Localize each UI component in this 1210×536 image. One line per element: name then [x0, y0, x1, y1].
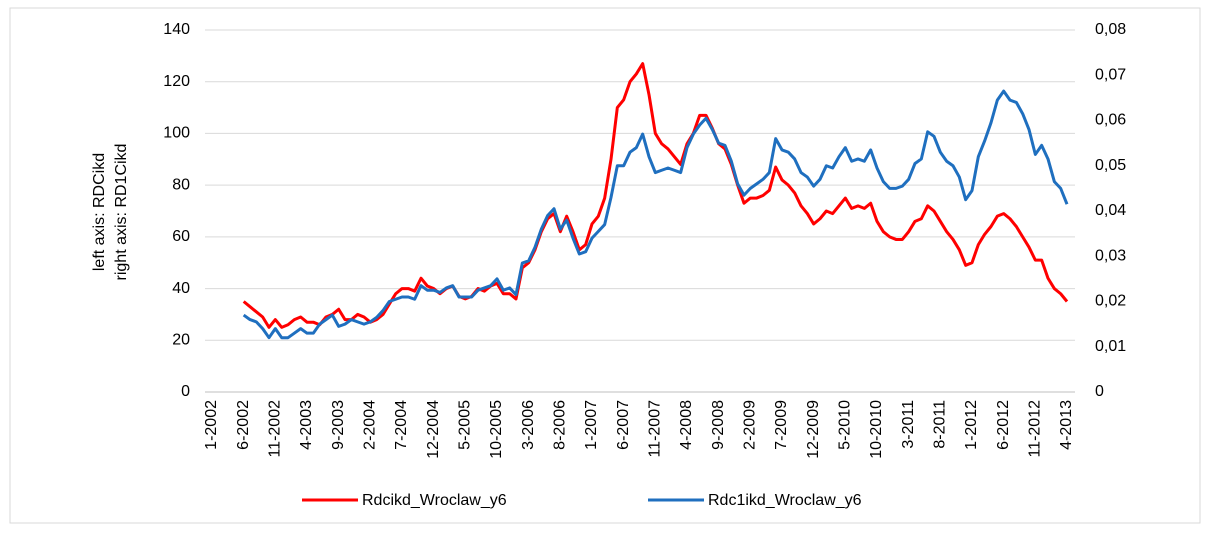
x-tick-label: 6-2007	[615, 400, 632, 450]
x-tick-label: 3-2006	[520, 400, 537, 450]
data-line	[242, 62, 1069, 329]
y2-axis-title: right axis: RD1Cikd	[113, 144, 130, 281]
x-tick-label: 3-2011	[900, 400, 917, 449]
data-line	[242, 89, 1069, 340]
x-tick-label: 12-2004	[425, 400, 442, 459]
y-tick-label: 80	[172, 176, 190, 193]
x-tick-label: 11-2012	[1027, 400, 1044, 458]
x-tick-label: 1-2002	[203, 400, 220, 450]
x-tick-label: 7-2004	[393, 400, 410, 450]
legend-label: Rdc1ikd_Wroclaw_y6	[708, 492, 862, 509]
x-tick-label: 4-2003	[298, 400, 315, 450]
y-axis-title: left axis: RDCikd	[91, 153, 108, 271]
y2-tick-label: 0,03	[1095, 247, 1126, 264]
x-tick-label: 1-2012	[963, 400, 980, 450]
legend-label: Rdcikd_Wroclaw_y6	[362, 492, 507, 509]
y2-tick-label: 0,01	[1095, 338, 1126, 355]
x-tick-label: 4-2013	[1058, 400, 1075, 450]
x-tick-label: 11-2007	[647, 400, 664, 458]
y-tick-label: 120	[163, 73, 190, 90]
x-tick-label: 1-2007	[583, 400, 600, 450]
y-tick-label: 40	[172, 280, 190, 297]
y2-tick-label: 0	[1095, 383, 1104, 400]
y-tick-label: 100	[163, 125, 190, 142]
y-tick-label: 60	[172, 228, 190, 245]
y2-tick-label: 0,08	[1095, 21, 1126, 38]
x-tick-label: 9-2003	[330, 400, 347, 450]
x-tick-label: 4-2008	[678, 400, 695, 450]
x-tick-label: 2-2004	[362, 400, 379, 450]
x-tick-label: 10-2005	[488, 400, 505, 459]
x-tick-label: 8-2006	[552, 400, 569, 450]
x-tick-label: 9-2008	[710, 400, 727, 450]
x-tick-label: 11-2002	[267, 400, 284, 458]
y2-tick-label: 0,06	[1095, 112, 1126, 129]
x-tick-label: 8-2011	[932, 400, 949, 449]
y-tick-label: 20	[172, 332, 190, 349]
x-tick-label: 12-2009	[805, 400, 822, 459]
x-tick-label: 2-2009	[742, 400, 759, 450]
y2-tick-label: 0,02	[1095, 293, 1126, 310]
x-tick-label: 10-2010	[868, 400, 885, 459]
y-tick-label: 0	[181, 383, 190, 400]
x-tick-label: 5-2010	[837, 400, 854, 450]
y2-tick-label: 0,07	[1095, 66, 1126, 83]
x-tick-label: 5-2005	[457, 400, 474, 450]
y2-tick-label: 0,05	[1095, 157, 1126, 174]
y-tick-label: 140	[163, 21, 190, 38]
x-tick-label: 6-2002	[235, 400, 252, 450]
x-tick-label: 6-2012	[995, 400, 1012, 450]
x-tick-label: 7-2009	[773, 400, 790, 450]
y2-tick-label: 0,04	[1095, 202, 1126, 219]
